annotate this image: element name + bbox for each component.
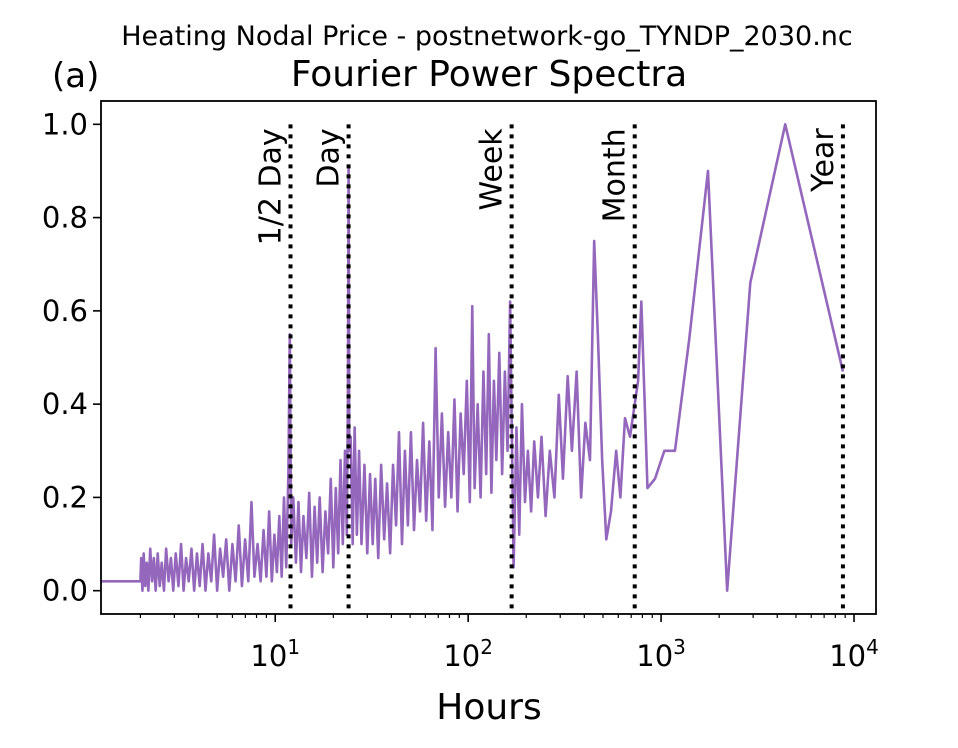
x-axis: 101 102 103 104: [139, 614, 879, 673]
panel-label: (a): [52, 56, 99, 96]
marker-label-1: Day: [312, 128, 347, 187]
y-tick-label-3: 0.6: [42, 294, 88, 328]
series-line-0: [101, 123, 845, 592]
marker-label-2: Week: [475, 128, 510, 211]
y-tick-label-2: 0.4: [42, 387, 88, 421]
x-axis-label: Hours: [436, 687, 541, 728]
plot-layer: 1/2 Day Day Week Month Year: [101, 123, 845, 614]
x-tick-label-1: 102: [443, 635, 493, 673]
y-tick-label-1: 0.2: [42, 480, 88, 514]
marker-label-4: Year: [806, 128, 841, 193]
marker-label-3: Month: [598, 128, 633, 222]
chart-title: Fourier Power Spectra: [291, 54, 687, 95]
y-axis: 0.0 0.2 0.4 0.6 0.8 1.0: [42, 107, 101, 608]
y-tick-label-4: 0.8: [42, 201, 88, 235]
plot-frame: [100, 100, 877, 615]
x-tick-label-3: 104: [829, 635, 879, 673]
x-tick-label-0: 101: [250, 635, 300, 673]
y-tick-label-0: 0.0: [42, 574, 88, 608]
figure-suptitle: Heating Nodal Price - postnetwork-go_TYN…: [121, 21, 853, 52]
y-tick-label-5: 1.0: [42, 107, 88, 141]
marker-label-0: 1/2 Day: [254, 128, 289, 245]
x-tick-label-2: 103: [636, 635, 686, 673]
